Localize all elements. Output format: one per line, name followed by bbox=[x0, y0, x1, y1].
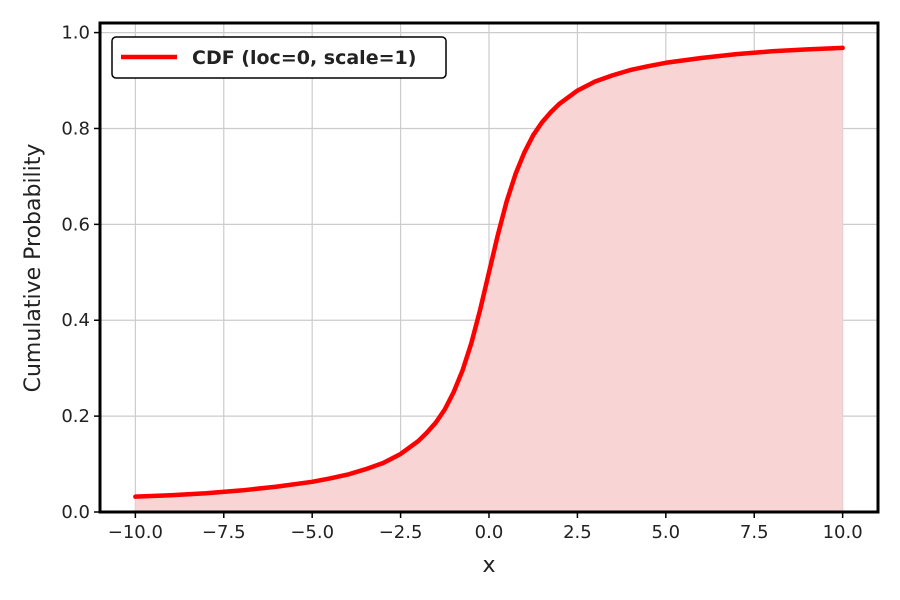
y-tick-label: 0.6 bbox=[61, 214, 90, 235]
y-tick-label: 0.4 bbox=[61, 310, 90, 331]
x-axis-ticks: −10.0 −7.5 −5.0 −2.5 0.0 2.5 5.0 7.5 10.0 bbox=[108, 512, 863, 543]
y-axis-label: Cumulative Probability bbox=[21, 144, 46, 393]
y-tick-label: 0.0 bbox=[61, 502, 90, 523]
y-tick-label: 0.2 bbox=[61, 406, 90, 427]
x-tick-label: 7.5 bbox=[740, 522, 769, 543]
x-tick-label: 5.0 bbox=[651, 522, 680, 543]
x-tick-label: 10.0 bbox=[823, 522, 863, 543]
legend-label: CDF (loc=0, scale=1) bbox=[192, 47, 416, 69]
x-tick-label: 2.5 bbox=[563, 522, 592, 543]
x-tick-label: 0.0 bbox=[475, 522, 504, 543]
y-tick-label: 0.8 bbox=[61, 118, 90, 139]
y-axis-ticks: 0.0 0.2 0.4 0.6 0.8 1.0 bbox=[61, 23, 100, 523]
x-axis-label: x bbox=[482, 553, 495, 578]
x-tick-label: −5.0 bbox=[290, 522, 334, 543]
x-tick-label: −2.5 bbox=[379, 522, 423, 543]
x-tick-label: −7.5 bbox=[202, 522, 246, 543]
y-tick-label: 1.0 bbox=[61, 23, 90, 44]
x-tick-label: −10.0 bbox=[108, 522, 163, 543]
cdf-series-line bbox=[133, 45, 845, 499]
legend-box bbox=[111, 36, 447, 79]
legend: CDF (loc=0, scale=1) bbox=[111, 36, 447, 79]
